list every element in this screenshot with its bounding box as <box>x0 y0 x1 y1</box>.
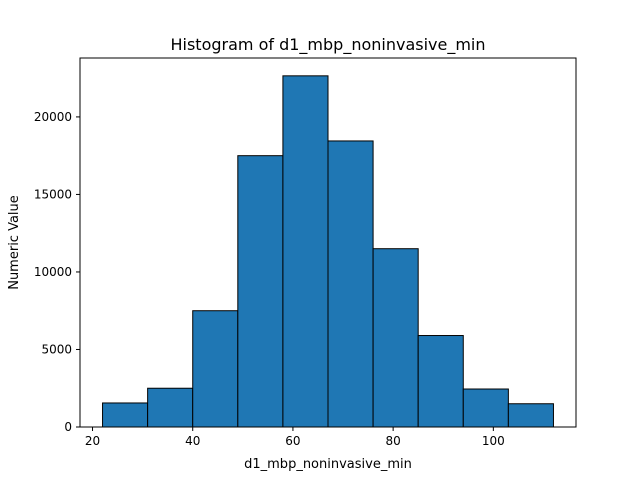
histogram-bar <box>327 140 374 428</box>
histogram-bar <box>372 248 419 428</box>
histogram-bar <box>102 402 149 428</box>
histogram-bar <box>237 155 284 428</box>
histogram-bar <box>282 75 329 428</box>
chart-title: Histogram of d1_mbp_noninvasive_min <box>170 35 485 55</box>
y-tick-label: 10000 <box>34 265 72 279</box>
y-axis-label: Numeric Value <box>7 195 22 290</box>
histogram-bar <box>507 403 554 428</box>
x-axis-label: d1_mbp_noninvasive_min <box>244 457 412 472</box>
histogram-bar <box>147 387 194 428</box>
x-tick-label: 100 <box>482 434 505 448</box>
y-axis-ticks: 0 5000 10000 15000 20000 <box>34 110 80 434</box>
x-tick-label: 40 <box>185 434 200 448</box>
x-tick-label: 80 <box>385 434 400 448</box>
x-tick-label: 20 <box>85 434 100 448</box>
y-tick-label: 20000 <box>34 110 72 124</box>
x-axis-ticks: 20 40 60 80 100 <box>85 427 505 448</box>
y-tick-label: 5000 <box>41 342 72 356</box>
histogram-bar <box>192 310 239 428</box>
y-tick-label: 15000 <box>34 187 72 201</box>
y-tick-label: 0 <box>64 420 72 434</box>
histogram-bar <box>462 388 509 428</box>
histogram-bar <box>417 335 464 428</box>
plot-frame <box>79 57 577 428</box>
bars-group <box>102 75 554 428</box>
x-tick-label: 60 <box>285 434 300 448</box>
